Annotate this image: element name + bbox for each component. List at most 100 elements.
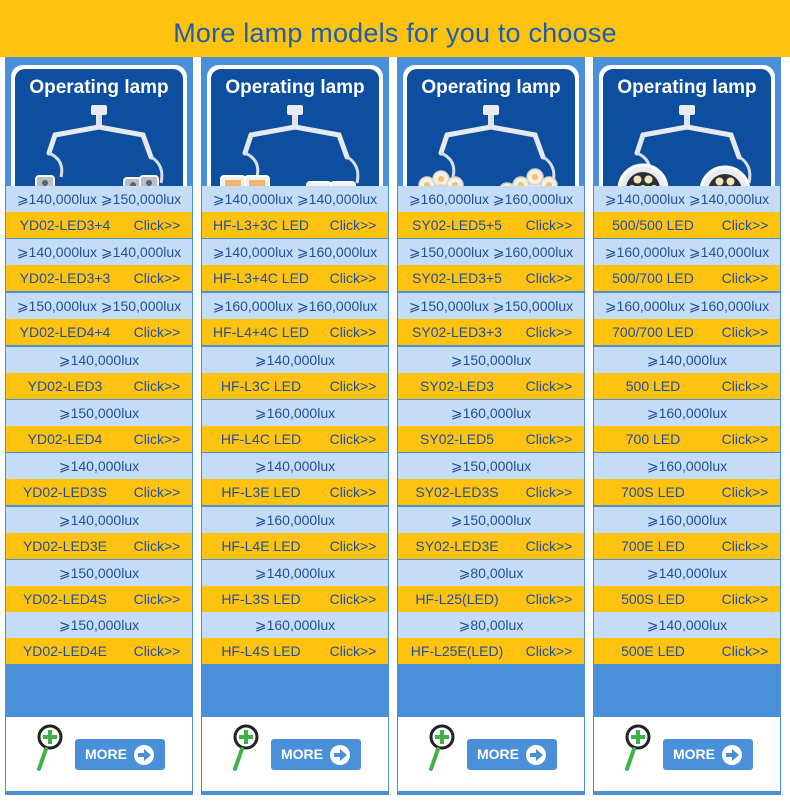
spec-row: ⩾160,000lux [594, 507, 780, 533]
model-name: SY02-LED5 [420, 431, 494, 447]
spec-row: ⩾140,000lux [202, 560, 388, 586]
more-button[interactable]: MORE [271, 739, 361, 770]
model-row: SY02-LED5 Click>> [398, 426, 584, 452]
click-link[interactable]: Click>> [329, 324, 377, 340]
illuminance-spec: ⩾160,000lux [646, 405, 728, 421]
spec-row: ⩾140,000lux [202, 453, 388, 479]
model-row: YD02-LED3 Click>> [6, 373, 192, 399]
more-label: MORE [281, 746, 323, 762]
model-name: HF-L4C LED [220, 431, 302, 447]
spec-row: ⩾140,000lux [202, 347, 388, 373]
click-link[interactable]: Click>> [133, 484, 181, 500]
model-row: HF-L25E(LED) Click>> [398, 638, 584, 664]
model-name: YD02-LED3S [22, 484, 108, 500]
spec-row: ⩾160,000lux ⩾160,000lux [398, 186, 584, 212]
click-link[interactable]: Click>> [721, 378, 769, 394]
illuminance-spec: ⩾140,000lux [58, 352, 140, 368]
click-link[interactable]: Click>> [525, 538, 573, 554]
model-name: YD02-LED3+3 [19, 270, 111, 286]
click-link[interactable]: Click>> [133, 591, 181, 607]
magnifier-plus-icon [37, 724, 63, 771]
model-name: HF-L25E(LED) [410, 643, 504, 659]
model-name: YD02-LED4S [22, 591, 108, 607]
spec-row: ⩾80,00lux [398, 612, 584, 638]
click-link[interactable]: Click>> [133, 324, 181, 340]
header-banner: More lamp models for you to choose [0, 0, 790, 57]
spec-row: ⩾140,000lux [6, 507, 192, 533]
illuminance-spec: ⩾150,000lux [450, 352, 532, 368]
illuminance-spec: ⩾80,00lux [458, 565, 524, 581]
click-link[interactable]: Click>> [329, 217, 377, 233]
click-link[interactable]: Click>> [525, 270, 573, 286]
spec-row: ⩾160,000lux [202, 507, 388, 533]
click-link[interactable]: Click>> [525, 643, 573, 659]
spec-row: ⩾160,000lux [594, 453, 780, 479]
spec-row: ⩾160,000lux ⩾140,000lux [594, 239, 780, 265]
illuminance-spec: ⩾80,00lux [458, 617, 524, 633]
lamp-column: Operating lamp ⩾140,000lux ⩾140,000lux HF-… [201, 57, 389, 795]
model-row: 500/700 LED Click>> [594, 265, 780, 291]
spec-row: ⩾140,000lux ⩾140,000lux [594, 186, 780, 212]
click-link[interactable]: Click>> [329, 431, 377, 447]
click-link[interactable]: Click>> [133, 538, 181, 554]
more-button[interactable]: MORE [75, 739, 165, 770]
illuminance-spec: ⩾160,000lux ⩾160,000lux [408, 191, 574, 207]
more-button[interactable]: MORE [467, 739, 557, 770]
click-link[interactable]: Click>> [721, 324, 769, 340]
click-link[interactable]: Click>> [721, 270, 769, 286]
model-row: YD02-LED3+3 Click>> [6, 265, 192, 291]
model-name: HF-L4+4C LED [212, 324, 310, 340]
click-link[interactable]: Click>> [525, 431, 573, 447]
click-link[interactable]: Click>> [133, 270, 181, 286]
lamp-column: Operating lamp ⩾140,000lux ⩾140,000lux 500… [593, 57, 781, 795]
click-link[interactable]: Click>> [329, 643, 377, 659]
click-link[interactable]: Click>> [525, 378, 573, 394]
click-link[interactable]: Click>> [721, 538, 769, 554]
model-name: YD02-LED3+4 [19, 217, 111, 233]
click-link[interactable]: Click>> [133, 378, 181, 394]
click-link[interactable]: Click>> [329, 591, 377, 607]
more-label: MORE [85, 746, 127, 762]
panel-title: Operating lamp [617, 77, 757, 98]
click-link[interactable]: Click>> [133, 643, 181, 659]
spec-row: ⩾150,000lux [6, 612, 192, 638]
spec-row: ⩾160,000lux [202, 612, 388, 638]
click-link[interactable]: Click>> [329, 484, 377, 500]
model-name: SY02-LED3S [415, 484, 499, 500]
model-name: 500E LED [621, 643, 685, 659]
click-link[interactable]: Click>> [721, 431, 769, 447]
spec-row: ⩾150,000lux [398, 453, 584, 479]
click-link[interactable]: Click>> [721, 643, 769, 659]
click-link[interactable]: Click>> [133, 217, 181, 233]
click-link[interactable]: Click>> [329, 538, 377, 554]
model-name: HF-L3C LED [220, 378, 302, 394]
model-name: 700E LED [621, 538, 685, 554]
model-row: SY02-LED3E Click>> [398, 533, 584, 559]
model-name: 700/700 LED [612, 324, 694, 340]
click-link[interactable]: Click>> [525, 591, 573, 607]
click-link[interactable]: Click>> [525, 484, 573, 500]
illuminance-spec: ⩾150,000lux [58, 617, 140, 633]
click-link[interactable]: Click>> [721, 484, 769, 500]
more-panel: MORE [202, 717, 388, 791]
click-link[interactable]: Click>> [133, 431, 181, 447]
illuminance-spec: ⩾140,000lux ⩾150,000lux [16, 191, 182, 207]
model-row: YD02-LED3S Click>> [6, 479, 192, 505]
click-link[interactable]: Click>> [525, 324, 573, 340]
spec-row: ⩾160,000lux [398, 400, 584, 426]
illuminance-spec: ⩾150,000lux [450, 458, 532, 474]
click-link[interactable]: Click>> [329, 270, 377, 286]
spec-row: ⩾150,000lux [398, 347, 584, 373]
more-button[interactable]: MORE [663, 739, 753, 770]
model-name: 500 LED [625, 378, 681, 394]
lamp-column: Operating lamp ⩾160,000lux ⩾160,000lux SY0… [397, 57, 585, 795]
model-name: HF-L3+3C LED [212, 217, 310, 233]
model-name: 700S LED [621, 484, 685, 500]
illuminance-spec: ⩾140,000lux [646, 617, 728, 633]
click-link[interactable]: Click>> [525, 217, 573, 233]
click-link[interactable]: Click>> [721, 591, 769, 607]
click-link[interactable]: Click>> [721, 217, 769, 233]
model-row: HF-L3C LED Click>> [202, 373, 388, 399]
more-label: MORE [673, 746, 715, 762]
click-link[interactable]: Click>> [329, 378, 377, 394]
